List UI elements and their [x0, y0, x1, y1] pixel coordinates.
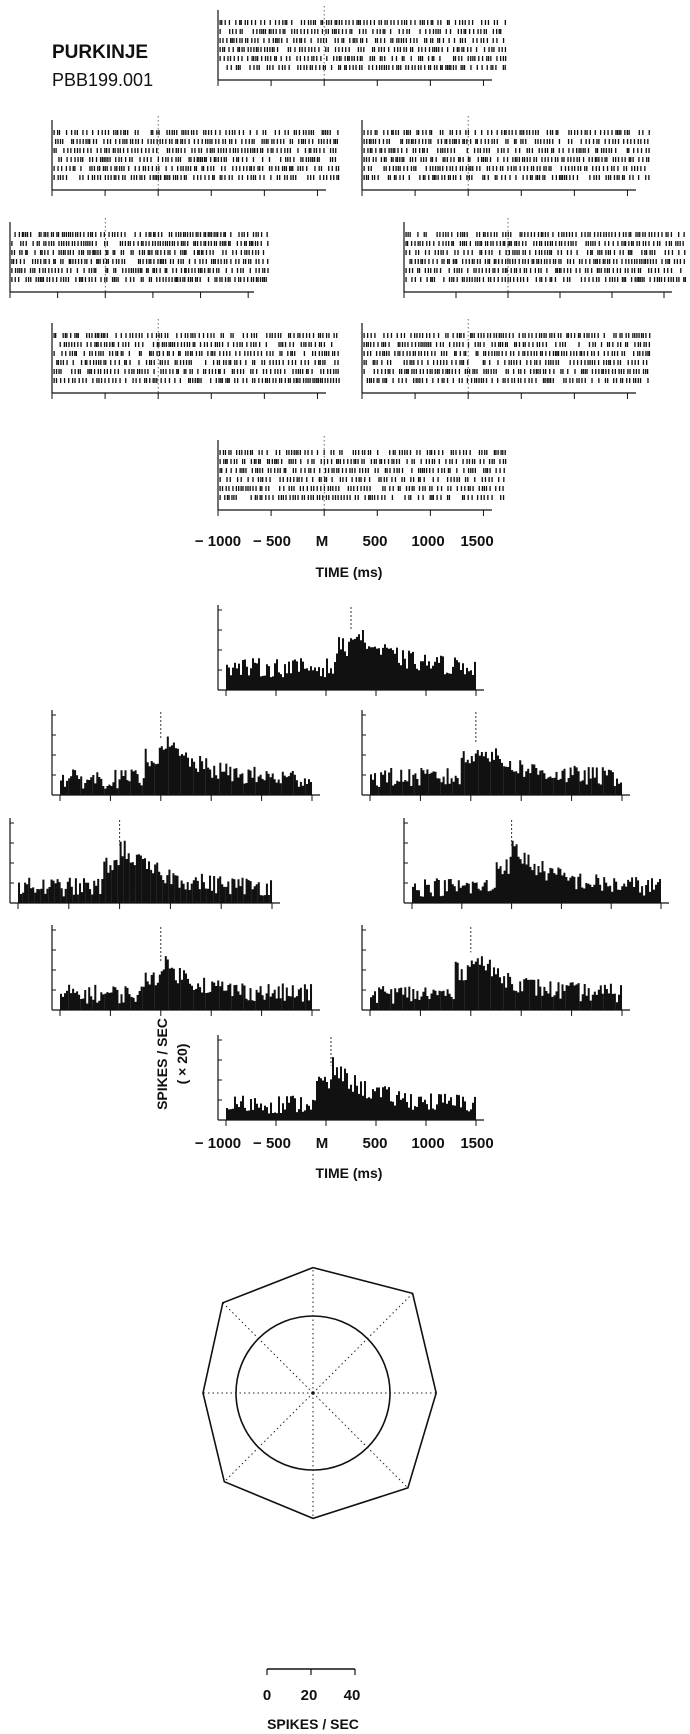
hist-tick-label: 1000 — [411, 1135, 444, 1152]
histogram-bars — [18, 840, 273, 903]
histogram-bars — [226, 630, 476, 690]
histogram-panel-left — [9, 818, 280, 909]
scale-axis-title: SPIKES / SEC — [267, 1716, 359, 1732]
raster-tick-label: − 500 — [253, 533, 291, 550]
raster-panel-left — [9, 218, 269, 298]
scale-tick-label: 20 — [301, 1687, 318, 1704]
histogram-bars — [412, 840, 661, 903]
direction-spoke-down-right — [312, 1392, 409, 1489]
histogram-bars — [60, 736, 313, 795]
direction-spoke-up-right — [312, 1293, 413, 1394]
raster-panel-down-right — [361, 319, 651, 399]
raster-panel-up-left — [51, 116, 340, 196]
polar-tuning-plot — [202, 1266, 438, 1520]
histogram-panel-down — [217, 1035, 484, 1126]
histogram-bars — [370, 748, 623, 795]
direction-spoke-up-left — [222, 1302, 314, 1394]
hist-x-axis-title: TIME (ms) — [316, 1165, 383, 1181]
raster-tick-label: 1000 — [411, 533, 444, 550]
hist-y-axis-title: SPIKES / SEC — [154, 1018, 170, 1110]
polar-scale-bar: 0 20 40 SPIKES / SEC — [263, 1668, 361, 1732]
hist-tick-label: − 1000 — [195, 1135, 241, 1152]
raster-tick-label: M — [316, 533, 329, 550]
scale-tick-label: 40 — [344, 1687, 361, 1704]
histogram-panel-up-right — [361, 710, 630, 801]
raster-panel-right — [403, 218, 687, 298]
raster-x-axis-title: TIME (ms) — [316, 564, 383, 580]
histogram-time-axis: − 1000 − 500 M 500 1000 1500 TIME (ms) S… — [154, 1018, 494, 1181]
tuning-polygon — [202, 1266, 438, 1520]
raster-panel-down-left — [51, 319, 340, 399]
raster-panel-up — [217, 6, 507, 86]
histogram-bars — [60, 956, 313, 1010]
histogram-panel-right — [403, 818, 669, 909]
hist-tick-label: − 500 — [253, 1135, 291, 1152]
raster-time-axis: − 1000 − 500 M 500 1000 1500 TIME (ms) — [195, 533, 494, 580]
raster-panels — [9, 6, 687, 516]
reference-circle — [235, 1315, 391, 1471]
direction-spoke-down-left — [223, 1392, 314, 1483]
hist-y-axis-scale: ( × 20) — [174, 1044, 190, 1085]
raster-tick-label: 1500 — [460, 533, 493, 550]
hist-tick-label: 500 — [362, 1135, 387, 1152]
raster-tick-label: − 1000 — [195, 533, 241, 550]
histogram-panel-up-left — [51, 710, 320, 801]
histogram-panel-down-left — [51, 925, 320, 1016]
center-point — [311, 1391, 315, 1395]
histogram-panels — [9, 605, 669, 1126]
raster-panel-down — [217, 436, 507, 516]
hist-tick-label: M — [316, 1135, 329, 1152]
histogram-panel-down-right — [361, 925, 630, 1016]
histogram-bars — [226, 1057, 476, 1120]
raster-panel-up-right — [361, 116, 650, 196]
raster-tick-label: 500 — [362, 533, 387, 550]
hist-tick-label: 1500 — [460, 1135, 493, 1152]
histogram-panel-up — [217, 605, 484, 696]
scale-tick-label: 0 — [263, 1687, 271, 1704]
cell-id: PBB199.001 — [52, 70, 153, 90]
histogram-bars — [370, 956, 623, 1010]
figure-title: PURKINJE — [52, 42, 148, 63]
